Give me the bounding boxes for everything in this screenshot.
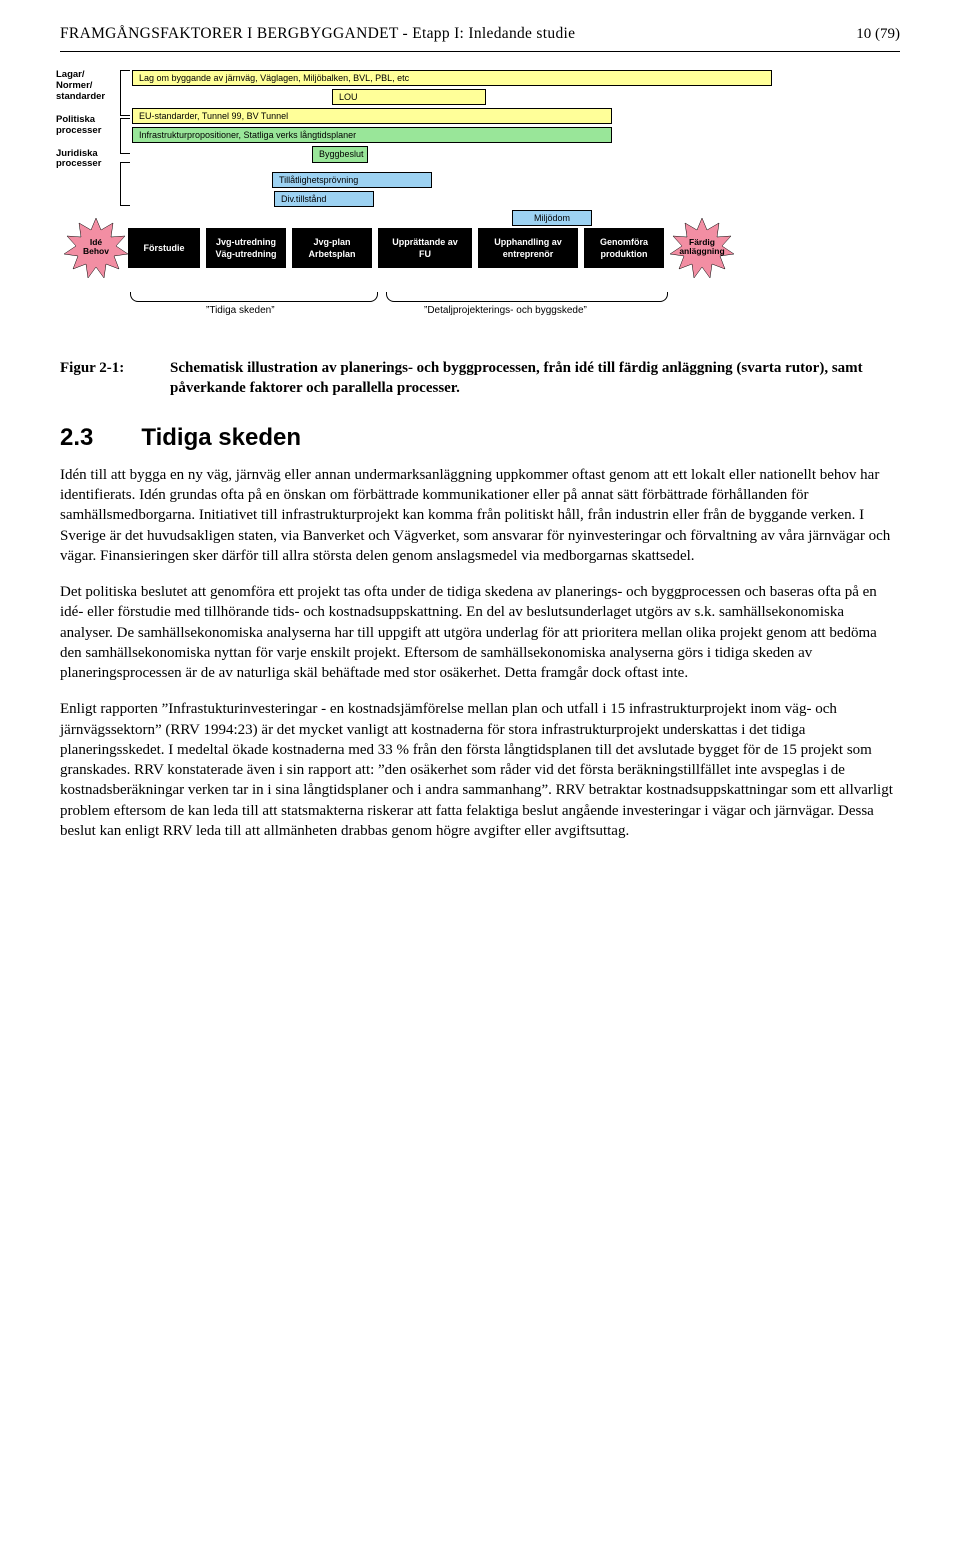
stage-utredning: Jvg-utredning Väg-utredning [206, 228, 286, 268]
stage-5a: Upphandling av [482, 236, 574, 248]
brace-right [386, 292, 668, 302]
para-3: Enligt rapporten ”Infrastukturinvesterin… [60, 699, 900, 841]
bar-polit-2: Byggbeslut [312, 146, 368, 162]
stage-3b: Arbetsplan [296, 248, 368, 260]
stage-6b: produktion [588, 248, 660, 260]
section-title: Tidiga skeden [141, 424, 301, 451]
label-law: Lagar/ Normer/ standarder [56, 70, 105, 103]
bar-law-1: Lag om byggande av järnväg, Väglagen, Mi… [132, 70, 772, 86]
label-polit: Politiska processer [56, 115, 105, 137]
stage-4b: FU [382, 248, 468, 260]
bar-law-3: EU-standarder, Tunnel 99, BV Tunnel [132, 108, 612, 124]
star-idea-l2: Behov [83, 246, 109, 256]
stage-2a: Jvg-utredning [210, 236, 282, 248]
bar-law-2: LOU [332, 89, 486, 105]
bracket-polit [120, 118, 130, 154]
stage-5b: entreprenör [482, 248, 574, 260]
section-heading: 2.3 Tidiga skeden [60, 422, 900, 454]
stages-row: Idé Behov Förstudie Jvg-utredning Väg-ut… [64, 228, 880, 280]
stage-plan: Jvg-plan Arbetsplan [292, 228, 372, 268]
brace-left [130, 292, 378, 302]
left-category-labels: Lagar/ Normer/ standarder Politiska proc… [56, 70, 105, 182]
bar-polit-1: Infrastrukturpropositioner, Statliga ver… [132, 127, 612, 143]
header-divider [60, 51, 900, 52]
figure-label: Figur 2-1: [60, 358, 170, 399]
bar-juris-3: Miljödom [512, 210, 592, 226]
page-header: FRAMGÅNGSFAKTORER I BERGBYGGANDET - Etap… [60, 24, 575, 45]
stage-fu: Upprättande av FU [378, 228, 472, 268]
stage-3a: Jvg-plan [296, 236, 368, 248]
bars-area: Lag om byggande av järnväg, Väglagen, Mi… [132, 70, 880, 229]
process-diagram: Lagar/ Normer/ standarder Politiska proc… [60, 70, 880, 350]
stage-1-label: Förstudie [132, 242, 196, 254]
figure-caption: Figur 2-1: Schematisk illustration av pl… [60, 358, 900, 399]
stage-upphandling: Upphandling av entreprenör [478, 228, 578, 268]
bracket-juris [120, 162, 130, 206]
brace-left-label: ”Tidiga skeden” [206, 304, 275, 318]
bracket-law [120, 70, 130, 116]
stage-forstudie: Förstudie [128, 228, 200, 268]
bar-juris-2: Div.tillstånd [274, 191, 374, 207]
brace-right-label: ”Detaljprojekterings- och byggskede” [424, 304, 587, 318]
para-2: Det politiska beslutet att genomföra ett… [60, 582, 900, 683]
stage-genomfora: Genomföra produktion [584, 228, 664, 268]
stage-2b: Väg-utredning [210, 248, 282, 260]
label-juris: Juridiska processer [56, 149, 105, 171]
section-num: 2.3 [60, 424, 93, 451]
figure-text: Schematisk illustration av planerings- o… [170, 358, 900, 399]
star-fin-l2: anläggning [679, 246, 724, 256]
page-number: 10 (79) [856, 24, 900, 44]
para-1: Idén till att bygga en ny väg, järnväg e… [60, 465, 900, 566]
star-finished: Färdig anläggning [670, 216, 734, 280]
star-idea: Idé Behov [64, 216, 128, 280]
bar-juris-1: Tillåtlighetsprövning [272, 172, 432, 188]
stage-4a: Upprättande av [382, 236, 468, 248]
stage-6a: Genomföra [588, 236, 660, 248]
